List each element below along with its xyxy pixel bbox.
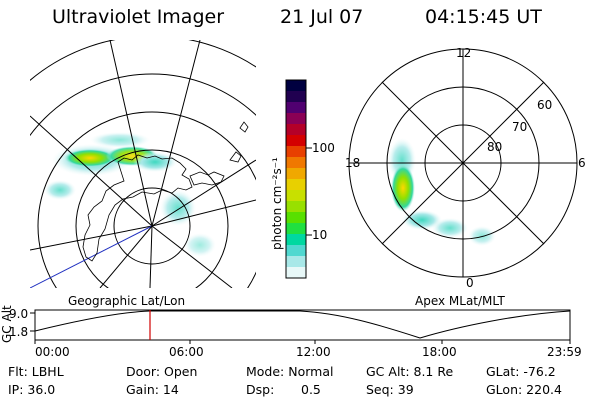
colorbar-segment: [286, 201, 306, 213]
colorbar-segment: [286, 157, 306, 169]
colorbar-segment: [286, 113, 306, 125]
gain-value: Gain: 14: [126, 382, 179, 397]
mlt-label-18: 18: [345, 156, 361, 170]
time-tick-1800: 18:00: [422, 345, 457, 359]
gc-alt-value: GC Alt: 8.1 Re: [366, 364, 454, 379]
mlt-label-6: 6: [578, 156, 586, 170]
magnetic-polar-plot: [348, 48, 578, 278]
date-label: 21 Jul 07: [280, 6, 364, 28]
colorbar: [286, 80, 306, 279]
mlt-label-12: 12: [456, 46, 472, 60]
altitude-curve: [34, 310, 571, 339]
instrument-title: Ultraviolet Imager: [52, 6, 225, 28]
glat-value: GLat: -76.2: [486, 364, 556, 379]
colorbar-segment: [286, 223, 306, 235]
colorbar-segment: [286, 146, 306, 158]
colorbar-segment: [286, 168, 306, 180]
colorbar-segment: [286, 212, 306, 224]
time-tick-0600: 06:00: [169, 345, 204, 359]
mlt-label-0: 0: [466, 276, 474, 290]
colorbar-segment: [286, 91, 306, 103]
colorbar-frame: [285, 79, 307, 279]
lat-label-60: 60: [537, 98, 553, 112]
lat-label-80: 80: [487, 140, 503, 154]
ip-value: IP: 36.0: [8, 382, 56, 397]
mode-value: Mode: Normal: [246, 364, 334, 379]
colorbar-tick-100: 100: [312, 141, 335, 155]
altitude-ytick-9: 9.0: [9, 307, 29, 321]
colorbar-segment: [286, 179, 306, 191]
dsp-label: Dsp:: [246, 382, 275, 397]
time-label: 04:15:45 UT: [425, 6, 542, 28]
colorbar-segment: [286, 256, 306, 268]
altitude-plot: [30, 309, 571, 344]
colorbar-segment: [286, 135, 306, 147]
geographic-map: [30, 40, 256, 288]
altitude-ytick-1.8: 1.8: [9, 325, 29, 339]
colorbar-segment: [286, 245, 306, 257]
aurora-emission-right: [388, 138, 496, 246]
colorbar-segment: [286, 190, 306, 202]
colorbar-segment: [286, 80, 306, 92]
lat-label-70: 70: [512, 120, 528, 134]
glon-value: GLon: 220.4: [486, 382, 562, 397]
aurora-emission-left: [44, 132, 216, 257]
filter-value: Flt: LBHL: [8, 364, 64, 379]
colorbar-segment: [286, 234, 306, 246]
time-tick-1200: 12:00: [296, 345, 331, 359]
colorbar-segment: [286, 102, 306, 114]
time-tick-0000: 00:00: [35, 345, 70, 359]
geographic-map-label: Geographic Lat/Lon: [68, 294, 186, 308]
coastline: [82, 154, 193, 262]
colorbar-tick-10: 10: [312, 228, 328, 242]
meridian-lines: [30, 40, 256, 288]
door-status: Door: Open: [126, 364, 198, 379]
colorbar-unit: photon cm⁻²s⁻¹: [270, 157, 284, 250]
colorbar-segment: [286, 124, 306, 136]
latitude-circles: [30, 40, 256, 288]
apex-map-label: Apex MLat/MLT: [415, 294, 505, 308]
sequence-value: Seq: 39: [366, 382, 414, 397]
time-tick-2359: 23:59: [547, 345, 582, 359]
colorbar-segment: [286, 267, 306, 279]
dsp-value: 0.5: [301, 382, 321, 397]
